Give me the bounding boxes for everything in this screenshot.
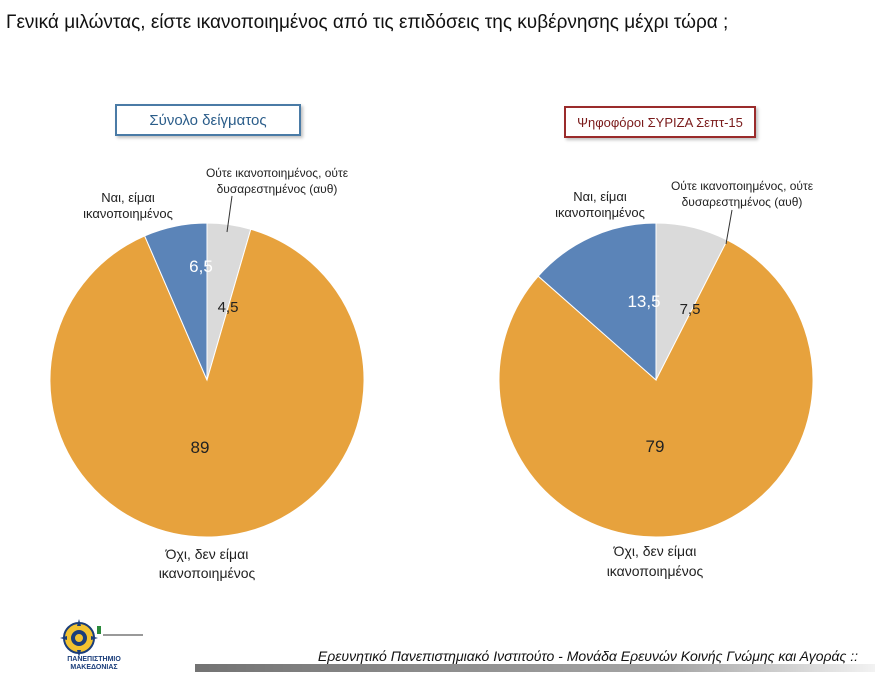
value-label-no: 79	[646, 437, 665, 456]
label-no-line1: Όχι, δεν είμαι	[165, 546, 249, 562]
label-no-line1: Όχι, δεν είμαι	[613, 543, 697, 559]
value-label-yes: 13,5	[627, 292, 660, 311]
label-neutral-line2: δυσαρεστημένος (αυθ)	[682, 195, 803, 209]
university-logo	[60, 619, 143, 657]
label-yes-line2: ικανοποιημένος	[83, 206, 173, 221]
pie-slice-yes	[143, 222, 208, 381]
label-no-line2: ικανοποιημένος	[159, 565, 256, 581]
footer-text: Ερευνητικό Πανεπιστημιακό Ινστιτούτο - Μ…	[317, 648, 858, 664]
panel-label-total-sample: Σύνολο δείγματος	[115, 104, 301, 136]
pie-slice-yes	[537, 222, 657, 382]
value-label-neutral: 4,5	[218, 299, 239, 316]
label-yes-line1: Ναι, είμαι	[573, 189, 627, 204]
panel-label-syriza-voters: Ψηφοφόροι ΣΥΡΙΖΑ Σεπτ-15	[564, 106, 756, 138]
pie-chart-syriza-voters: 13,5 7,5 79	[498, 222, 814, 538]
page-title: Γενικά μιλώντας, είστε ικανοποιημένος απ…	[6, 12, 729, 33]
leader-line-neutral	[226, 195, 233, 233]
label-yes-line2: ικανοποιημένος	[555, 205, 645, 220]
label-neutral-line1: Ούτε ικανοποιημένος, ούτε	[671, 179, 814, 193]
pie-slice-no	[498, 239, 814, 538]
leader-line-neutral	[725, 209, 733, 245]
value-label-neutral: 7,5	[680, 301, 701, 318]
label-neutral-line1: Ούτε ικανοποιημένος, ούτε	[206, 166, 349, 180]
value-label-no: 89	[191, 438, 210, 457]
pie-chart-total-sample: 6,5 4,5 89	[49, 222, 365, 538]
label-yes-line1: Ναι, είμαι	[101, 190, 155, 205]
logo-text: ΠΑΝΕΠΙΣΤΗΜΙΟ ΜΑΚΕΔΟΝΙΑΣ	[67, 656, 121, 671]
pie-slice-no	[49, 228, 365, 538]
label-no-line2: ικανοποιημένος	[607, 563, 704, 579]
value-label-yes: 6,5	[189, 257, 213, 276]
footer-rule	[195, 664, 875, 672]
label-neutral-line2: δυσαρεστημένος (αυθ)	[217, 182, 338, 196]
